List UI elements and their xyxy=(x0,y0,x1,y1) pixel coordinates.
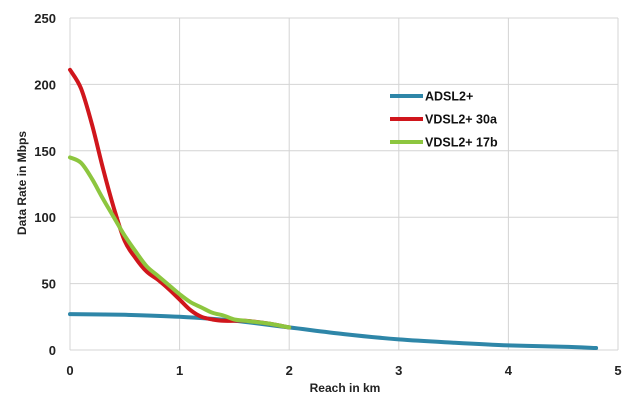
x-tick-label: 4 xyxy=(505,363,513,378)
legend-label-adsl2: ADSL2+ xyxy=(425,90,473,104)
y-tick-label: 250 xyxy=(34,11,56,26)
x-tick-label: 0 xyxy=(66,363,73,378)
series-lines xyxy=(68,67,599,350)
y-tick-label: 100 xyxy=(34,210,56,225)
legend: ADSL2+ VDSL2+ 30a VDSL2+ 17b xyxy=(390,90,498,150)
x-tick-label: 5 xyxy=(614,363,621,378)
y-tick-label: 0 xyxy=(49,343,56,358)
x-axis-title: Reach in km xyxy=(310,381,381,395)
legend-label-vdsl2-30a: VDSL2+ 30a xyxy=(425,113,498,127)
y-tick-label: 150 xyxy=(34,144,56,159)
y-axis-title: Data Rate in Mbps xyxy=(15,131,29,235)
x-tick-label: 2 xyxy=(286,363,293,378)
x-tick-labels: 0 1 2 3 4 5 xyxy=(66,363,621,378)
series-line-vdsl2-17b xyxy=(68,155,292,330)
y-tick-label: 50 xyxy=(42,277,56,292)
grid xyxy=(69,17,619,351)
legend-label-vdsl2-17b: VDSL2+ 17b xyxy=(425,136,498,150)
y-tick-label: 200 xyxy=(34,77,56,92)
y-tick-labels: 0 50 100 150 200 250 xyxy=(34,11,56,358)
x-tick-label: 1 xyxy=(176,363,183,378)
x-tick-label: 3 xyxy=(395,363,402,378)
series-line-adsl2 xyxy=(68,312,599,350)
